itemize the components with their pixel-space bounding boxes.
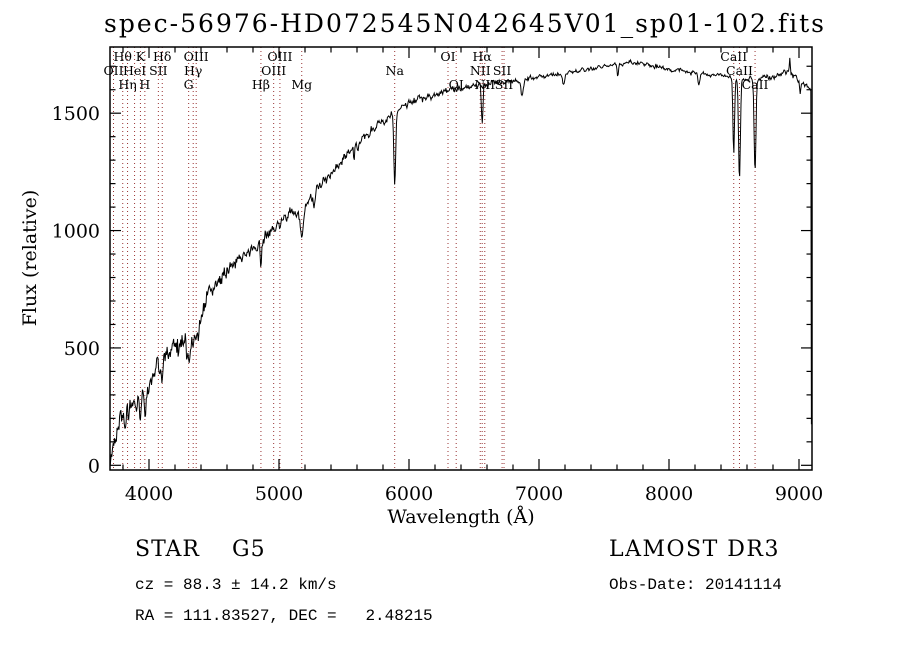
axis-ticks [109,46,813,471]
spectral-line-labels: OIIHθHηHeIKHSIIHδGHγOIIIHβOIIIOIIIMgNaOI… [103,49,768,92]
y-axis-label: Flux (relative) [19,189,41,327]
spectral-line-label: SII [149,63,168,78]
spectral-line-label: SII [493,63,512,78]
figure-title: spec-56976-HD072545N042645V01_sp01-102.f… [104,9,826,38]
x-tick-label: 7000 [515,483,563,505]
classification-text: STAR G5 [135,537,266,562]
spectral-line-label: OI [440,49,455,64]
spectral-line-label: Hθ [114,49,132,64]
object-class: STAR [135,537,200,562]
y-tick-label: 500 [64,338,100,360]
spectral-line-label: Hα [473,49,493,64]
x-tick-label: 6000 [385,483,433,505]
spectral-line-label: NII [470,63,491,78]
spectral-line-label: OIII [184,49,209,64]
spectral-line-markers [113,47,756,470]
spectral-line-label: H [139,77,150,92]
spectral-line-label: OIII [267,49,292,64]
x-tick-label: 9000 [775,483,823,505]
spectral-line-label: Hβ [252,77,270,92]
spectral-line-label: SII [495,77,514,92]
spectral-line-label: Mg [291,77,312,92]
spectral-line-label: CaII [720,49,747,64]
x-tick-label: 4000 [125,483,173,505]
spectral-line-label: G [184,77,194,92]
spectral-line-label: NII [474,77,495,92]
x-tick-label: 8000 [645,483,693,505]
spectral-line-label: Hη [118,77,136,92]
spectral-line-label: K [136,49,146,64]
spectral-line-label: Hγ [184,63,202,78]
spectrum-trace [109,57,812,465]
spectral-line-label: HeI [123,63,146,78]
y-tick-label: 1500 [52,103,100,125]
spectral-line-label: OI [449,77,464,92]
y-tick-label: 0 [88,455,100,477]
y-tick-label: 1000 [52,221,100,243]
x-tick-label: 5000 [255,483,303,505]
spectral-line-label: Hδ [153,49,171,64]
spectral-line-label: OIII [261,63,286,78]
spectral-line-label: CaII [726,63,753,78]
obs-date-text: Obs-Date: 20141114 [609,576,782,594]
radial-velocity-text: cz = 88.3 ± 14.2 km/s [135,576,337,594]
survey-release-label: LAMOST DR3 [609,537,780,562]
object-subclass: G5 [232,537,266,562]
spectral-line-label: OII [103,63,123,78]
axis-tick-labels: 4000 5000 6000 7000 8000 9000 0 500 1000 1500 [52,103,824,505]
x-axis-label: Wavelength (Å) [387,506,535,528]
ra-dec-text: RA = 111.83527, DEC = 2.48215 [135,607,433,625]
plot-frame [109,46,813,471]
spectral-line-label: Na [386,63,405,78]
spectral-line-label: CaII [742,77,769,92]
